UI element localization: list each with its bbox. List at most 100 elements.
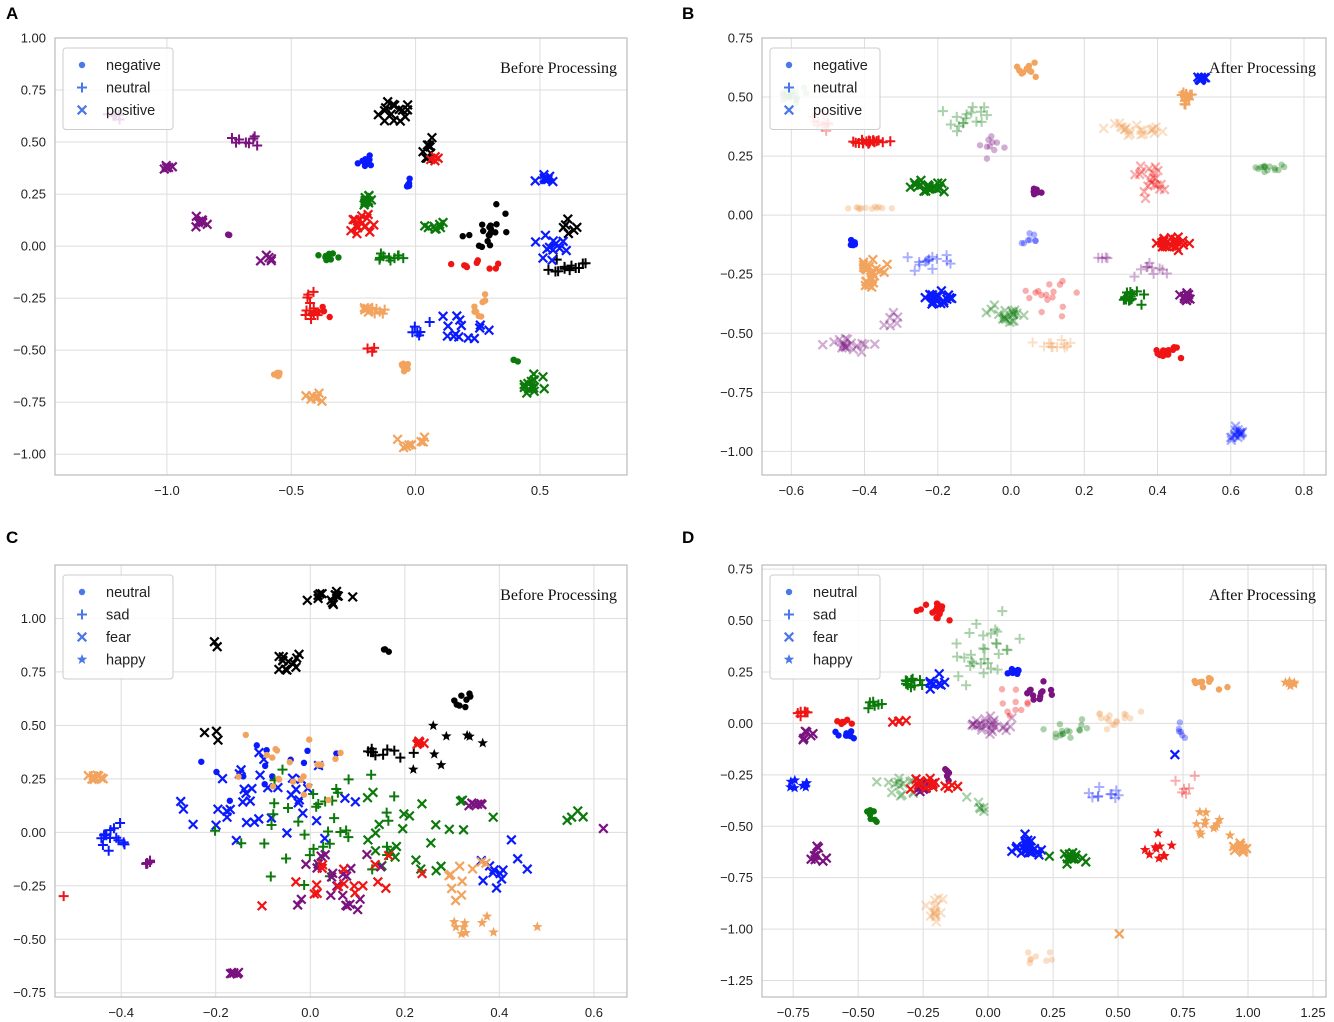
data-point-blue-x [469,333,480,344]
data-point-orange-x [316,396,328,407]
data-point-green-x [1018,310,1029,321]
data-point-blue-x [175,796,186,807]
data-point-red-plus [869,137,880,148]
data-point-orange-x [1157,126,1168,137]
data-point-green-plus [308,843,319,854]
data-point-purple-x [255,255,266,266]
data-point-black-dot [502,210,509,217]
data-point-green-plus [1136,299,1147,310]
data-point-red-x [1139,186,1150,197]
data-point-orange-star [1194,826,1206,837]
data-point-purple-x [840,342,851,353]
data-point-blue-plus [924,254,935,265]
data-point-purple-dot [976,142,984,149]
data-point-green-dot [870,808,877,815]
data-point-blue-x [1230,421,1241,432]
data-point-orange-dot [275,372,283,379]
data-point-green-plus [236,838,247,849]
data-point-orange-x [925,910,936,922]
data-point-orange-x [930,909,941,921]
data-point-green-dot [1066,728,1073,735]
y-tick-label: 1.00 [21,31,46,46]
data-point-purple-x [988,719,999,730]
data-point-orange-x [454,861,465,872]
y-tick-label: 0.50 [728,90,753,105]
data-point-red-x [256,900,268,911]
data-point-orange-x [359,302,370,313]
data-point-purple-x [846,338,857,349]
data-point-orange-x [1098,123,1109,134]
data-point-blue-x [931,296,943,307]
data-point-green-x [367,787,379,798]
data-point-red-x [372,876,383,887]
data-point-green-plus [978,643,989,654]
data-point-green-dot [1261,162,1268,170]
data-point-blue-star [789,774,801,785]
data-point-red-x [361,213,373,224]
data-point-green-plus [979,653,990,664]
data-point-blue-x [496,873,507,885]
scatter-points [779,59,1288,446]
data-point-black-x [388,115,399,126]
data-point-purple-x [851,340,863,351]
data-point-orange-dot [1027,956,1034,963]
data-point-green-x [936,178,947,189]
x-tick-label: 0.6 [1222,483,1240,498]
data-point-orange-x [307,390,318,401]
legend-label: neutral [813,585,857,601]
data-point-red-star [1144,849,1155,859]
data-point-purple-x [292,899,303,911]
data-point-orange-dot [853,204,860,211]
data-point-green-x [1062,853,1073,864]
data-point-orange-plus [1059,339,1070,350]
data-point-green-plus [1122,287,1132,298]
data-point-black-x [209,636,220,647]
data-point-blue-x [188,819,199,830]
data-point-orange-plus [1052,342,1063,353]
grid-lines [762,565,1326,997]
data-point-black-x [386,109,397,120]
data-point-orange-dot [875,203,883,211]
data-point-green-plus [381,807,392,818]
data-point-green-x [528,369,539,380]
data-point-orange-dot [1025,949,1032,956]
data-point-purple-plus [243,138,254,149]
data-point-green-x [410,854,422,866]
data-point-orange-dot [300,791,308,798]
data-point-green-x [1011,308,1022,319]
data-point-orange-star [1214,814,1225,825]
data-point-red-x [1135,161,1146,172]
data-point-blue-x [487,867,499,878]
data-point-orange-dot [1106,712,1113,719]
data-point-red-x [1136,166,1147,177]
data-point-green-x [519,379,530,390]
data-point-green-x [444,824,455,835]
data-point-blue-plus [97,839,108,850]
data-point-green-plus [965,661,976,672]
data-point-orange-star [459,917,470,928]
data-point-red-x [1152,165,1163,176]
data-point-green-x [370,845,381,856]
data-point-blue-x [1169,749,1180,760]
data-point-blue-star [800,781,812,792]
data-point-green-x [938,186,950,197]
data-point-blue-dot [367,161,375,169]
data-point-green-plus [967,102,978,113]
legend-label: positive [813,103,862,119]
data-point-orange-star [1280,676,1291,687]
data-point-orange-x [1137,125,1148,136]
data-point-red-plus [885,136,896,147]
data-point-blue-plus [1111,785,1122,796]
data-point-green-plus [873,699,884,710]
data-point-purple-x [798,733,809,744]
data-point-blue-x [530,175,541,186]
data-point-green-plus [966,107,977,118]
data-point-orange-star [1194,806,1206,817]
data-point-green-plus [997,606,1008,617]
data-point-green-x [898,778,909,789]
data-point-red-star [1139,844,1151,855]
data-point-red-dot [1038,308,1045,316]
data-point-blue-plus [1083,788,1094,799]
data-point-orange-x [1114,118,1125,129]
data-point-red-dot [326,313,333,321]
